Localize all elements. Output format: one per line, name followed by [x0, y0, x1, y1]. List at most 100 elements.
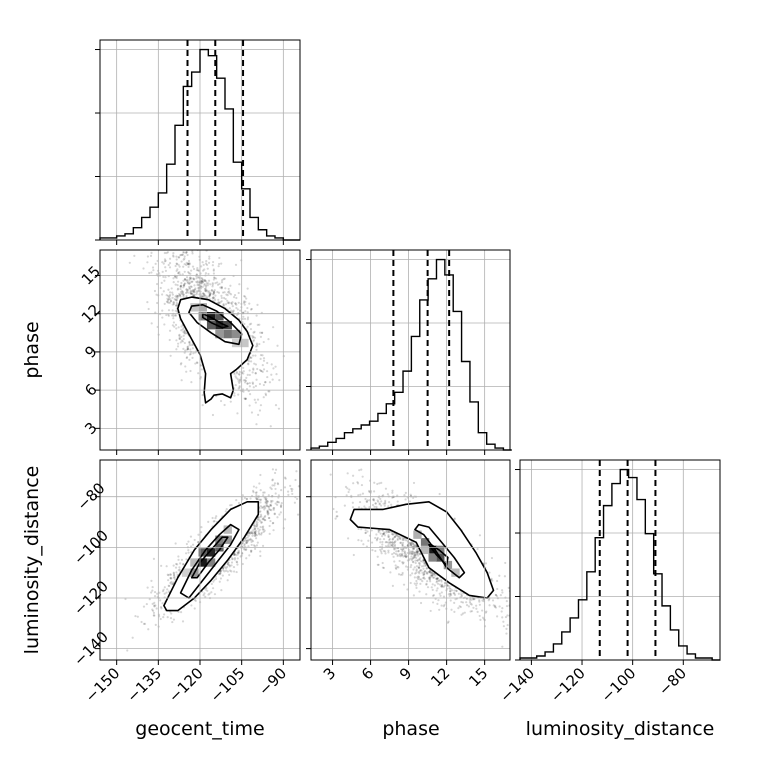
scatter-point [179, 227, 181, 229]
scatter-point [182, 334, 185, 337]
scatter-point [261, 544, 265, 547]
density-panel-geocent_time-phase [128, 227, 300, 428]
scatter-point [186, 345, 189, 348]
scatter-point [251, 334, 254, 338]
scatter-point [401, 541, 405, 544]
scatter-point [179, 273, 182, 276]
scatter-point [265, 499, 268, 503]
scatter-point [218, 573, 221, 576]
scatter-point [164, 259, 167, 262]
scatter-point [180, 329, 183, 332]
scatter-point [185, 558, 188, 561]
scatter-point [412, 481, 416, 485]
scatter-point [396, 554, 399, 558]
scatter-point [273, 482, 277, 485]
scatter-point [397, 549, 400, 553]
scatter-point [449, 594, 453, 597]
scatter-point [184, 251, 188, 255]
scatter-point [150, 579, 153, 583]
scatter-point [429, 576, 432, 580]
scatter-point [449, 592, 452, 595]
scatter-point [192, 267, 196, 271]
scatter-point [142, 605, 146, 608]
scatter-point [173, 298, 176, 301]
scatter-point [425, 571, 428, 574]
scatter-point [248, 302, 251, 305]
scatter-point [393, 535, 396, 539]
scatter-point [418, 572, 421, 575]
scatter-point [207, 261, 211, 264]
scatter-point [256, 398, 260, 401]
scatter-point [259, 513, 263, 516]
scatter-point [237, 380, 240, 383]
scatter-point [252, 491, 255, 494]
scatter-point [270, 487, 273, 491]
scatter-point [387, 505, 390, 508]
scatter-point [168, 295, 171, 298]
scatter-point [166, 616, 169, 619]
scatter-point [171, 291, 174, 294]
scatter-point [379, 550, 383, 553]
scatter-point [174, 283, 177, 286]
scatter-point [417, 566, 420, 569]
scatter-point [170, 580, 173, 584]
scatter-point [401, 543, 404, 546]
scatter-point [205, 288, 208, 292]
scatter-point [222, 278, 225, 281]
scatter-point [406, 539, 409, 542]
scatter-point [185, 552, 188, 555]
scatter-point [449, 590, 452, 593]
scatter-point [183, 277, 187, 281]
scatter-point [232, 570, 236, 573]
scatter-point [435, 581, 438, 584]
scatter-point [263, 508, 266, 511]
scatter-point [416, 550, 419, 553]
scatter-point [259, 519, 262, 523]
scatter-point [187, 272, 191, 275]
scatter-point [248, 373, 251, 377]
scatter-point [287, 493, 290, 496]
scatter-point [187, 548, 190, 552]
scatter-point [246, 325, 249, 328]
scatter-point [186, 347, 190, 350]
scatter-point [414, 559, 417, 562]
scatter-point [178, 337, 181, 340]
scatter-point [180, 284, 183, 287]
scatter-point [217, 291, 221, 294]
scatter-point [188, 287, 191, 290]
scatter-point [268, 524, 271, 528]
scatter-point [263, 519, 266, 522]
scatter-point [155, 607, 158, 610]
scatter-point [206, 267, 209, 270]
scatter-point [380, 481, 383, 484]
scatter-point [416, 548, 419, 551]
scatter-point [196, 280, 199, 283]
scatter-point [201, 295, 204, 299]
scatter-point [167, 584, 170, 587]
scatter-point [180, 558, 184, 561]
scatter-point [204, 595, 207, 598]
scatter-point [239, 378, 242, 381]
density-block [206, 548, 216, 557]
scatter-point [172, 576, 175, 579]
scatter-point [180, 335, 183, 338]
scatter-point [205, 284, 208, 287]
scatter-point [155, 273, 159, 276]
scatter-point [490, 556, 494, 560]
scatter-point [216, 283, 220, 286]
scatter-point [231, 301, 234, 304]
scatter-point [191, 280, 194, 283]
scatter-point [234, 302, 237, 305]
scatter-point [244, 295, 247, 298]
scatter-point [186, 346, 189, 349]
scatter-point [243, 548, 246, 551]
scatter-point [365, 500, 368, 503]
scatter-point [246, 539, 249, 542]
scatter-point [417, 561, 421, 565]
scatter-point [460, 613, 463, 616]
scatter-point [256, 498, 259, 501]
scatter-point [171, 296, 174, 299]
scatter-point [216, 290, 219, 294]
scatter-point [184, 365, 187, 368]
tick-label-x: −80 [655, 664, 690, 699]
